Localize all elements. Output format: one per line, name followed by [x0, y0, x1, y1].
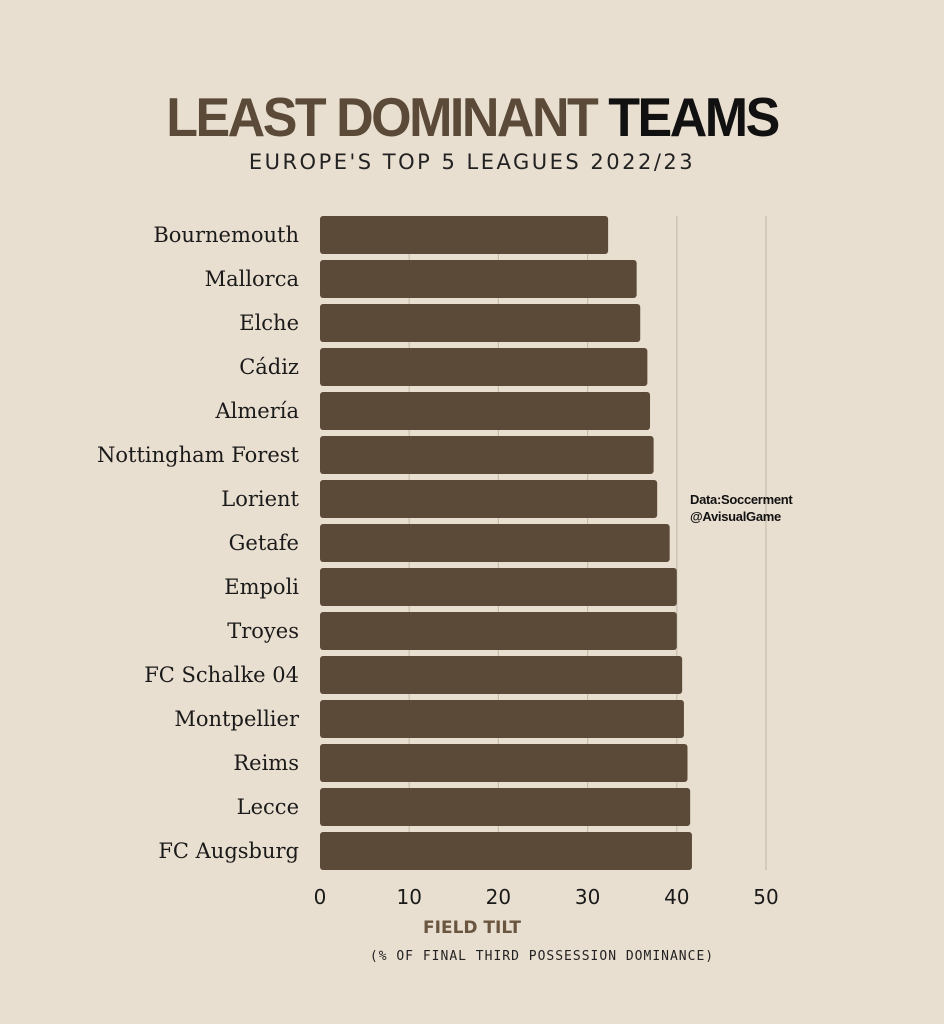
category-label: Reims: [233, 751, 299, 775]
category-label: Mallorca: [205, 267, 299, 291]
bar: [320, 436, 654, 474]
bar: [320, 260, 637, 298]
category-label: Lecce: [237, 795, 299, 819]
x-tick-label: 10: [396, 885, 421, 909]
category-label: Bournemouth: [153, 223, 299, 247]
bar: [320, 392, 651, 430]
category-label: Elche: [239, 311, 299, 335]
x-tick-label: 20: [486, 885, 511, 909]
x-tick-label: 30: [575, 885, 600, 909]
credit-data-source: Data:Soccerment: [690, 492, 793, 507]
x-tick-label: 0: [314, 885, 327, 909]
credit: Data:Soccerment @AvisualGame: [690, 491, 793, 525]
bar: [320, 700, 684, 738]
bar: [320, 832, 692, 870]
category-label: Empoli: [224, 575, 299, 599]
category-label: FC Augsburg: [158, 839, 299, 863]
chart-subtitle: EUROPE'S TOP 5 LEAGUES 2022/23: [248, 150, 696, 174]
category-label: Montpellier: [174, 707, 300, 731]
x-axis-sublabel: (% OF FINAL THIRD POSSESSION DOMINANCE): [369, 949, 715, 964]
category-label: Cádiz: [239, 355, 299, 379]
x-axis-label: FIELD TILT: [423, 918, 521, 938]
x-tick-label: 40: [664, 885, 689, 909]
category-label: Almería: [215, 399, 300, 423]
category-label: Lorient: [221, 487, 299, 511]
credit-handle: @AvisualGame: [690, 509, 781, 524]
bar: [320, 568, 677, 606]
bar: [320, 612, 677, 650]
bar: [320, 788, 691, 826]
bar: [320, 524, 670, 562]
category-label: Getafe: [229, 531, 299, 555]
bar: [320, 348, 648, 386]
bar: [320, 304, 641, 342]
category-label: Nottingham Forest: [97, 443, 300, 467]
category-label: FC Schalke 04: [144, 663, 299, 687]
bar: [320, 216, 609, 254]
title-part2: TEAMS: [608, 87, 780, 149]
title-part1: LEAST DOMINANT: [166, 87, 599, 149]
category-label: Troyes: [227, 619, 299, 643]
chart-title: LEAST DOMINANT TEAMS: [0, 87, 944, 150]
bar: [320, 480, 658, 518]
bar: [320, 744, 688, 782]
bar: [320, 656, 683, 694]
x-tick-label: 50: [753, 885, 778, 909]
